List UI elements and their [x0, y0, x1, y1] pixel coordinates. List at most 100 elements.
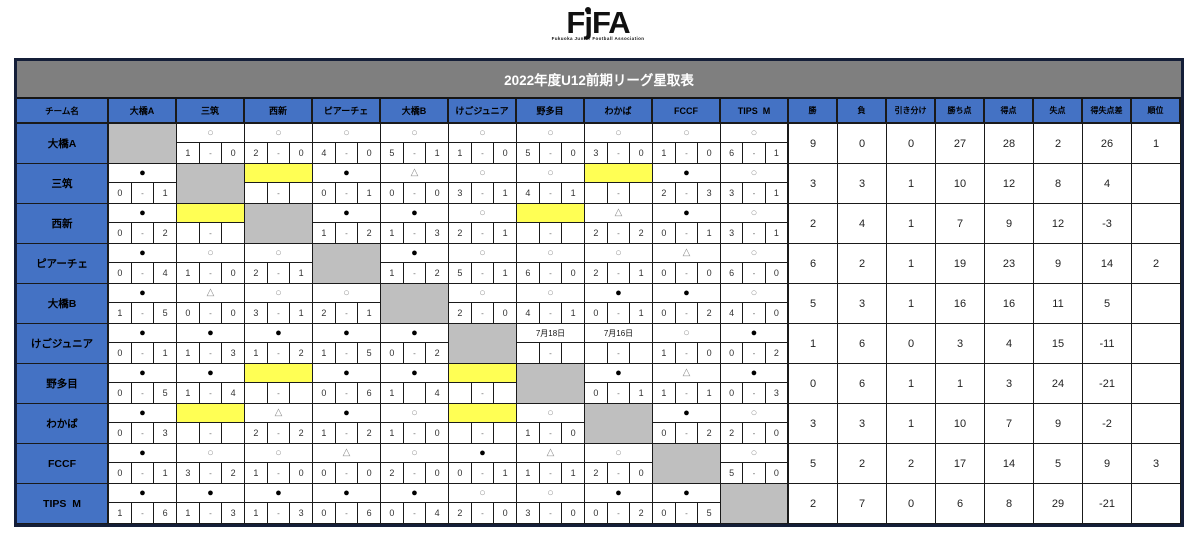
header-team: FCCF — [653, 99, 721, 124]
score-left: 1 — [381, 423, 404, 443]
score-separator: - — [540, 223, 563, 243]
score-left — [177, 223, 200, 243]
symbol-area: △ — [653, 244, 720, 263]
score-area: 1-0 — [245, 463, 312, 483]
result-symbol: ● — [411, 246, 418, 259]
score-right: 1 — [706, 388, 712, 398]
score-left: 0 — [721, 383, 744, 403]
score-separator: - — [472, 263, 495, 283]
score-separator: - — [132, 183, 155, 203]
result-symbol: ● — [139, 206, 146, 219]
score-left: 0 — [109, 263, 132, 283]
team-label: 大橋A — [17, 124, 109, 164]
pending-match-highlight — [177, 204, 244, 223]
score-separator: - — [676, 223, 699, 243]
symbol-area: ○ — [245, 244, 312, 263]
match-cell: ● 0-2 — [653, 284, 721, 324]
match-cell: ○ 1-0 — [177, 244, 245, 284]
result-symbol: ● — [275, 486, 282, 499]
score-left: 2 — [245, 143, 268, 163]
score-separator: - — [540, 463, 563, 483]
score-area: 0-5 — [653, 503, 720, 523]
symbol-area: ● — [109, 484, 176, 503]
score-right: 0 — [366, 148, 372, 158]
stat-cell: 29 — [1034, 484, 1083, 524]
symbol-area: △ — [313, 444, 380, 463]
symbol-area: ○ — [721, 404, 787, 423]
score-area: 3-0 — [585, 143, 652, 163]
score-left: 1 — [653, 383, 676, 403]
score-area: 2-0 — [245, 143, 312, 163]
score-right: 2 — [706, 428, 712, 438]
stat-cell: 9 — [1034, 404, 1083, 444]
stat-cell: 5 — [789, 284, 838, 324]
score-left: 2 — [449, 303, 472, 323]
stat-cell: 6 — [838, 364, 887, 404]
header-stat: 順位 — [1132, 99, 1181, 124]
score-area: 2-0 — [449, 303, 516, 323]
match-cell: ○ 3-1 — [721, 204, 789, 244]
score-left: 1 — [109, 503, 132, 523]
score-left: 3 — [585, 143, 608, 163]
stat-cell: 2 — [789, 204, 838, 244]
score-area: 3-1 — [449, 183, 516, 203]
symbol-area: ○ — [517, 244, 584, 263]
match-cell: 7月18日 - — [517, 324, 585, 364]
result-symbol: ○ — [615, 246, 622, 259]
score-area: 0-1 — [449, 463, 516, 483]
score-left: 0 — [585, 383, 608, 403]
result-symbol: ○ — [683, 126, 690, 139]
result-symbol: ○ — [207, 446, 214, 459]
symbol-area: ● — [313, 324, 380, 343]
match-cell: △ 0-0 — [313, 444, 381, 484]
stat-cell: 6 — [838, 324, 887, 364]
match-cell: ● 1-2 — [381, 244, 449, 284]
symbol-area: ● — [313, 364, 380, 383]
match-cell: ● 1-5 — [109, 284, 177, 324]
score-area: 1-1 — [653, 383, 720, 403]
score-area: 3-2 — [177, 463, 244, 483]
score-left: 2 — [313, 303, 336, 323]
score-right: 0 — [773, 268, 779, 278]
score-separator: - — [676, 183, 699, 203]
result-symbol: ○ — [275, 286, 282, 299]
score-separator: - — [540, 263, 563, 283]
score-left: 0 — [721, 343, 744, 363]
score-left: 2 — [721, 423, 744, 443]
score-area: 5-0 — [517, 143, 584, 163]
match-cell: ● 0-1 — [585, 364, 653, 404]
self-diagonal-cell — [177, 164, 245, 204]
stat-cell: -21 — [1083, 484, 1132, 524]
match-cell: ● 0-6 — [313, 364, 381, 404]
score-left: 6 — [721, 263, 744, 283]
score-left: 0 — [653, 263, 676, 283]
score-area: 2-1 — [585, 263, 652, 283]
pending-match-highlight — [177, 404, 244, 423]
score-area: 2-0 — [585, 463, 652, 483]
stat-cell: 10 — [936, 164, 985, 204]
symbol-area: ● — [109, 324, 176, 343]
logo-letter-j: j — [584, 5, 593, 40]
stat-cell: 7 — [936, 204, 985, 244]
stat-cell: 24 — [1034, 364, 1083, 404]
result-symbol: ● — [615, 366, 622, 379]
result-symbol: ● — [343, 486, 350, 499]
score-left: 2 — [653, 183, 676, 203]
score-left: 1 — [177, 503, 200, 523]
header-team: ピアーチェ — [313, 99, 381, 124]
score-left: 6 — [517, 263, 540, 283]
result-symbol: ○ — [207, 126, 214, 139]
score-area: 0-1 — [585, 303, 652, 323]
header-team: けごジュニア — [449, 99, 517, 124]
result-symbol: ● — [615, 486, 622, 499]
score-separator: - — [200, 503, 223, 523]
score-right: 2 — [706, 308, 712, 318]
rank-cell — [1132, 484, 1181, 524]
score-left: 0 — [109, 423, 132, 443]
match-cell: ● 1 4 — [381, 364, 449, 404]
score-right: 0 — [502, 508, 508, 518]
score-left: 1 — [245, 463, 268, 483]
score-left: 6 — [721, 143, 744, 163]
score-area: 3-0 — [517, 503, 584, 523]
